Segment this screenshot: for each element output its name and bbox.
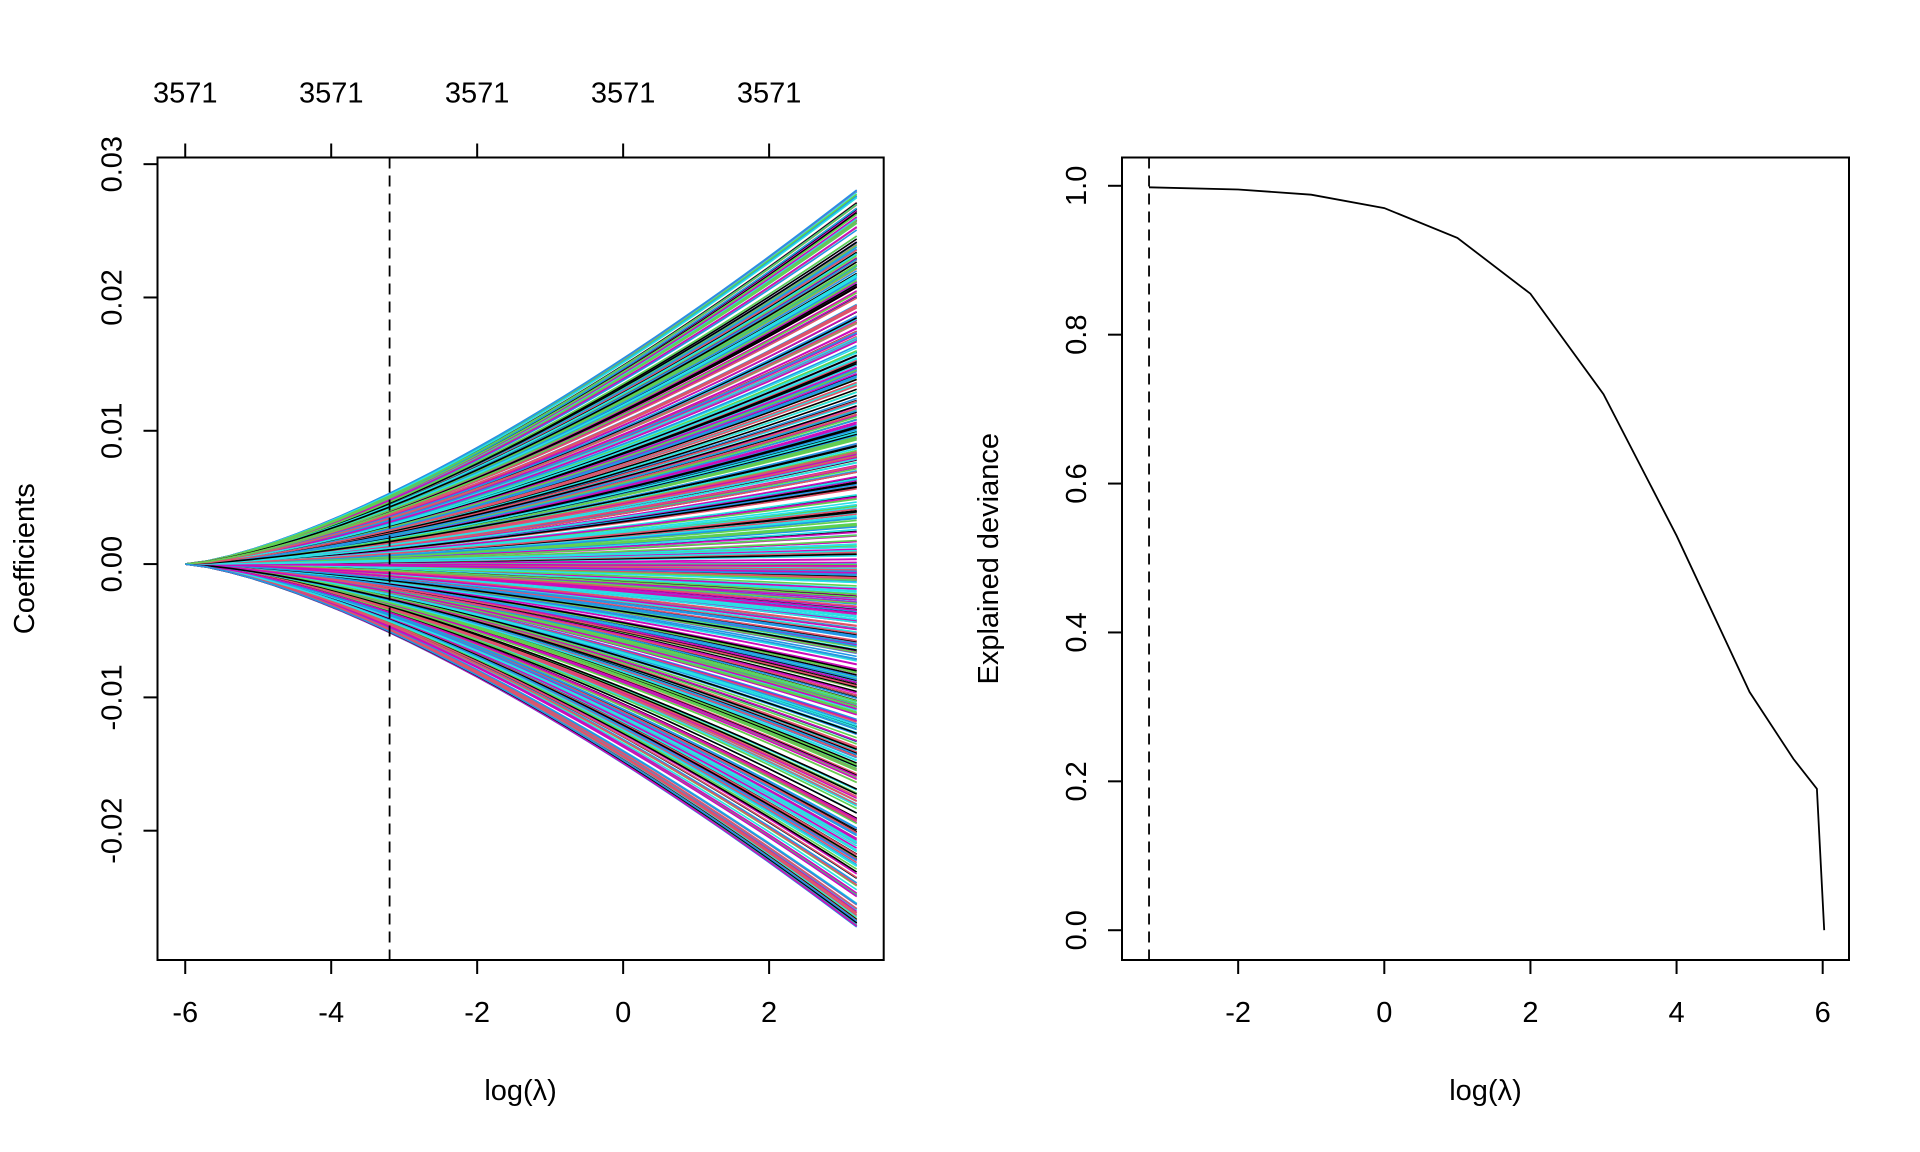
coefficient-path	[185, 563, 858, 922]
top-tick-label: 3571	[737, 78, 802, 110]
x-tick-label: 2	[1522, 997, 1538, 1029]
coefficient-path	[185, 292, 858, 565]
y-axis-label: Coefficients	[9, 483, 41, 634]
x-tick-label: 0	[1376, 997, 1392, 1029]
coefficient-path	[185, 444, 857, 565]
y-tick-label: 0.4	[1061, 612, 1093, 652]
coefficient-path	[185, 563, 857, 678]
coefficient-path	[185, 563, 858, 821]
coefficient-path	[185, 213, 858, 565]
plot-frame	[1121, 156, 1850, 961]
coefficient-path	[185, 410, 857, 565]
y-tick-label: 0.00	[97, 536, 129, 592]
y-tick-label: 0.0	[1061, 910, 1093, 950]
coefficient-path	[185, 385, 857, 565]
x-axis-label: log(λ)	[1449, 1075, 1522, 1107]
coefficient-path	[185, 563, 857, 631]
top-tick-label: 3571	[153, 78, 218, 110]
top-tick-label: 3571	[299, 78, 364, 110]
y-tick-label: -0.01	[97, 664, 129, 730]
coefficient-path	[185, 508, 857, 565]
coefficient-path	[185, 563, 858, 837]
top-tick-label: 3571	[591, 78, 656, 110]
coefficient-path	[185, 563, 858, 886]
y-tick-label: 0.2	[1061, 761, 1093, 801]
x-tick-label: -4	[318, 997, 344, 1029]
coefficient-path	[185, 462, 857, 565]
y-tick-label: -0.02	[97, 798, 129, 864]
deviance-curve	[1148, 186, 1826, 931]
top-tick-label: 3571	[445, 78, 510, 110]
coefficient-path	[185, 549, 857, 565]
y-tick-label: 0.6	[1061, 463, 1093, 503]
x-tick-label: -6	[172, 997, 198, 1029]
coefficient-path	[185, 563, 857, 710]
coefficient-path	[185, 321, 858, 565]
x-tick-label: 2	[761, 997, 777, 1029]
coefficient-path	[185, 563, 857, 574]
coefficient-path	[185, 563, 858, 910]
y-tick-label: 0.8	[1061, 315, 1093, 355]
coefficient-path	[185, 261, 858, 565]
y-tick-label: 0.02	[97, 269, 129, 325]
coefficient-path	[185, 563, 857, 645]
coefficient-paths	[185, 189, 858, 928]
coefficient-path	[185, 235, 858, 565]
x-axis-label: log(λ)	[484, 1075, 557, 1107]
coefficient-path	[185, 563, 857, 697]
plot-frame	[156, 156, 885, 961]
x-tick-label: -2	[464, 997, 490, 1029]
coefficient-path	[185, 279, 858, 565]
coefficient-path	[185, 357, 858, 565]
panel-2: -2 0 2 4 6 0.0 0.2 0.4 0.6 0.8 1.0 log(λ) Explained …	[973, 156, 1850, 1107]
coefficient-path	[185, 563, 857, 727]
x-tick-label: 0	[615, 997, 631, 1029]
coefficient-path	[185, 563, 857, 662]
coefficient-path	[185, 477, 857, 565]
coefficient-path	[185, 340, 858, 565]
x-tick-label: 4	[1668, 997, 1684, 1029]
panel-1: -6 -4 -2 0 2 3571 3571 3571 3571 3571 -0.02 -0.01 0.…	[9, 78, 885, 1107]
x-tick-label: -2	[1225, 997, 1251, 1029]
coefficient-path	[185, 563, 858, 898]
coefficient-path	[185, 563, 857, 739]
y-tick-label: 0.03	[97, 136, 129, 192]
y-tick-label: 1.0	[1061, 166, 1093, 206]
coefficient-path	[185, 563, 858, 867]
coefficient-path	[185, 563, 857, 615]
coefficient-path	[185, 563, 858, 798]
y-tick-label: 0.01	[97, 403, 129, 459]
coefficient-path	[185, 563, 857, 751]
x-tick-label: 6	[1815, 997, 1831, 1029]
y-axis-label: Explained deviance	[973, 433, 1005, 685]
